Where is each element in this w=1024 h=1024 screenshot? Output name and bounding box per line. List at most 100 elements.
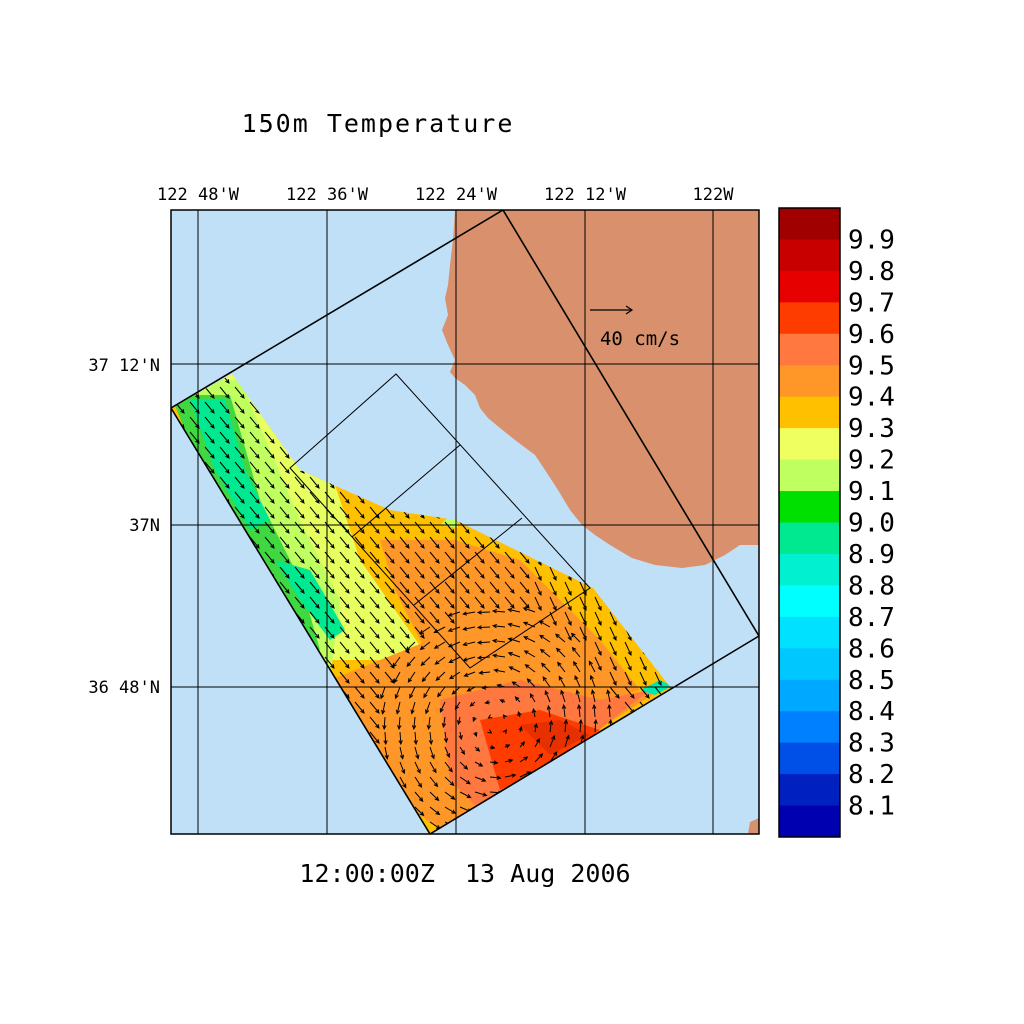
current-vector <box>491 623 506 629</box>
current-vector <box>429 566 440 579</box>
current-vector <box>264 536 275 549</box>
current-vector <box>414 776 423 789</box>
current-vector <box>399 776 407 789</box>
current-vector <box>369 566 380 579</box>
current-vector <box>499 699 506 704</box>
current-vector <box>204 401 215 414</box>
current-vector <box>457 716 462 726</box>
current-vector <box>474 581 485 594</box>
current-vector <box>489 551 500 564</box>
current-vector <box>594 596 602 612</box>
current-vector <box>624 656 632 672</box>
current-vector <box>369 521 380 534</box>
current-vector <box>517 710 522 718</box>
current-vector <box>429 761 437 774</box>
graticule <box>171 210 759 834</box>
current-vector <box>369 686 380 699</box>
current-vector <box>294 491 305 504</box>
current-vector <box>589 674 596 688</box>
current-vector <box>478 670 491 675</box>
current-vector <box>421 671 431 683</box>
current-vector <box>534 566 542 582</box>
current-vector <box>369 596 380 609</box>
current-vector <box>609 656 617 672</box>
current-vector <box>544 689 551 703</box>
colorbar-frame <box>778 207 841 838</box>
current-vector <box>548 719 554 733</box>
current-vector <box>309 506 320 519</box>
reference-vector-label: 40 cm/s <box>600 328 680 350</box>
current-vector <box>502 729 508 735</box>
current-vector <box>429 521 440 534</box>
current-vector <box>382 716 387 731</box>
colorbar-swatch <box>779 208 840 240</box>
current-vector <box>462 641 476 647</box>
current-vector <box>476 610 491 615</box>
current-vector <box>294 596 305 609</box>
current-vector <box>249 506 260 519</box>
current-vector <box>369 551 380 564</box>
current-vector <box>466 686 476 692</box>
colorbar-swatch <box>779 270 840 303</box>
current-vector <box>441 716 447 729</box>
current-vector <box>570 632 581 643</box>
current-vector <box>624 641 632 657</box>
current-vector <box>294 476 305 489</box>
current-vector <box>507 622 521 628</box>
current-vector <box>429 791 440 802</box>
current-vector <box>624 686 635 699</box>
current-vector <box>609 686 620 699</box>
current-vector <box>529 693 536 703</box>
current-vector <box>429 611 440 624</box>
colorbar-label: 8.5 <box>848 666 895 696</box>
current-vector <box>309 566 320 579</box>
current-vector <box>309 611 320 624</box>
current-vector <box>489 581 500 594</box>
colorbar-swatches <box>779 208 840 838</box>
current-vector <box>609 626 617 642</box>
current-vector <box>443 731 449 744</box>
current-vector <box>434 656 446 665</box>
current-vector <box>399 641 410 654</box>
current-vector <box>354 626 365 639</box>
current-vector <box>409 686 416 699</box>
current-vector <box>249 491 260 504</box>
current-vector <box>414 566 425 579</box>
current-vector <box>384 596 395 609</box>
current-vector <box>504 596 515 609</box>
current-vector <box>399 761 406 775</box>
current-vector <box>399 536 410 549</box>
current-vector <box>234 416 245 429</box>
current-vector <box>204 446 215 459</box>
colorbar-swatch <box>779 396 840 429</box>
current-vector <box>429 551 440 564</box>
current-vector <box>264 551 275 564</box>
current-vector <box>508 666 521 673</box>
current-vector <box>414 536 425 549</box>
current-vector <box>429 581 440 594</box>
colorbar-label: 8.7 <box>848 603 895 633</box>
colorbar-swatch <box>779 585 840 618</box>
current-vector <box>234 431 245 444</box>
current-vector <box>444 746 451 759</box>
current-vector <box>384 611 395 624</box>
current-vector <box>279 461 290 474</box>
current-vector <box>439 701 446 714</box>
current-vector <box>398 731 403 746</box>
current-vector <box>594 641 602 657</box>
colorbar-label: 8.6 <box>848 634 895 664</box>
current-vector <box>514 696 521 703</box>
current-vector <box>504 581 515 594</box>
current-vector <box>549 596 557 612</box>
current-vector <box>249 461 260 474</box>
current-vector <box>414 746 420 760</box>
current-vector <box>444 611 455 624</box>
colorbar-label: 9.7 <box>848 288 895 318</box>
current-vector <box>309 476 320 489</box>
current-vector <box>234 401 245 414</box>
current-vector <box>384 566 395 579</box>
current-vector <box>423 686 431 699</box>
current-vector <box>523 636 536 643</box>
current-vector <box>459 596 470 609</box>
current-vector <box>219 416 230 429</box>
